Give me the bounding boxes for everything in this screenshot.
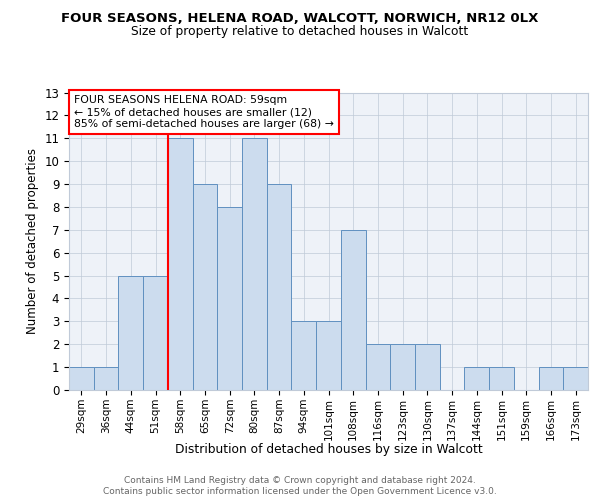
Bar	[118, 276, 143, 390]
Bar	[193, 184, 217, 390]
Bar	[69, 367, 94, 390]
Bar	[94, 367, 118, 390]
Bar	[464, 367, 489, 390]
Bar	[168, 138, 193, 390]
Bar	[415, 344, 440, 390]
Bar	[563, 367, 588, 390]
Text: FOUR SEASONS, HELENA ROAD, WALCOTT, NORWICH, NR12 0LX: FOUR SEASONS, HELENA ROAD, WALCOTT, NORW…	[61, 12, 539, 26]
Bar	[489, 367, 514, 390]
Bar	[267, 184, 292, 390]
Text: Contains public sector information licensed under the Open Government Licence v3: Contains public sector information licen…	[103, 488, 497, 496]
Bar	[143, 276, 168, 390]
Text: Size of property relative to detached houses in Walcott: Size of property relative to detached ho…	[131, 25, 469, 38]
Bar	[316, 322, 341, 390]
Bar	[390, 344, 415, 390]
Text: Contains HM Land Registry data © Crown copyright and database right 2024.: Contains HM Land Registry data © Crown c…	[124, 476, 476, 485]
Text: Distribution of detached houses by size in Walcott: Distribution of detached houses by size …	[175, 442, 482, 456]
Bar	[341, 230, 365, 390]
Text: FOUR SEASONS HELENA ROAD: 59sqm
← 15% of detached houses are smaller (12)
85% of: FOUR SEASONS HELENA ROAD: 59sqm ← 15% of…	[74, 96, 334, 128]
Bar	[242, 138, 267, 390]
Y-axis label: Number of detached properties: Number of detached properties	[26, 148, 39, 334]
Bar	[292, 322, 316, 390]
Bar	[365, 344, 390, 390]
Bar	[217, 207, 242, 390]
Bar	[539, 367, 563, 390]
